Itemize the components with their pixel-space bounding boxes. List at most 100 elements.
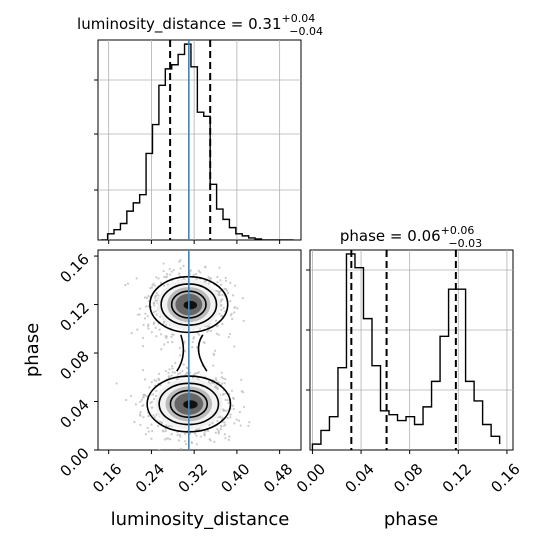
- scatter-point: [141, 368, 145, 372]
- scatter-point: [158, 420, 162, 423]
- scatter-point: [142, 404, 145, 407]
- panel-c-quantile-lines: [350, 250, 457, 450]
- scatter-point: [228, 435, 231, 438]
- joint-scatter-panel: 0.16 0.24 0.32 0.40 0.480.000.040.080.120.16…: [22, 249, 302, 530]
- scatter-point: [223, 421, 226, 424]
- scatter-point: [176, 434, 179, 437]
- scatter-point: [223, 433, 227, 436]
- scatter-point: [126, 282, 130, 285]
- panel-c-title-minus: −0.03: [448, 237, 482, 250]
- scatter-point: [150, 423, 153, 426]
- scatter-point: [158, 449, 161, 450]
- scatter-point: [182, 363, 185, 366]
- scatter-point: [190, 440, 193, 444]
- scatter-point: [189, 269, 193, 272]
- scatter-point: [193, 432, 197, 435]
- scatter-point: [143, 317, 147, 320]
- panel-b-xtick-label: 0.32: [175, 460, 211, 496]
- scatter-point: [165, 272, 169, 276]
- scatter-point: [220, 371, 223, 374]
- scatter-point: [216, 281, 219, 284]
- scatter-point: [242, 391, 245, 394]
- panel-c-frame: [309, 249, 514, 451]
- panel-c-histogram-step: [311, 253, 501, 450]
- scatter-point: [214, 431, 217, 434]
- scatter-point: [219, 300, 222, 303]
- scatter-point: [219, 279, 222, 282]
- scatter-point: [141, 336, 145, 340]
- scatter-point: [184, 432, 187, 435]
- scatter-point: [170, 335, 173, 338]
- scatter-point: [218, 312, 221, 316]
- scatter-point: [224, 423, 227, 426]
- scatter-point: [224, 288, 227, 291]
- scatter-point: [163, 438, 166, 441]
- scatter-point: [215, 332, 218, 335]
- scatter-point: [171, 364, 174, 368]
- scatter-point: [138, 313, 141, 316]
- scatter-point: [160, 348, 163, 351]
- scatter-point: [146, 325, 150, 328]
- scatter-point: [215, 379, 218, 382]
- panel-b-ytick-label: 0.16: [56, 250, 92, 286]
- scatter-point: [191, 376, 194, 379]
- scatter-point: [172, 333, 175, 336]
- scatter-point: [198, 333, 201, 336]
- y-axis-label-phase: phase: [22, 323, 43, 377]
- scatter-point: [233, 306, 236, 309]
- scatter-point: [214, 377, 217, 380]
- scatter-point: [178, 354, 182, 357]
- scatter-point: [168, 368, 171, 371]
- scatter-point: [221, 314, 224, 318]
- scatter-point: [194, 272, 198, 276]
- scatter-point: [240, 378, 243, 381]
- scatter-point: [233, 345, 236, 348]
- scatter-point: [221, 293, 224, 297]
- scatter-point: [171, 367, 174, 370]
- scatter-point: [170, 374, 173, 377]
- scatter-point: [155, 291, 158, 295]
- scatter-point: [163, 343, 166, 346]
- panel-b-xtick-label: 0.16: [89, 460, 125, 496]
- scatter-point: [153, 415, 156, 419]
- x-axis-label-luminosity-distance: luminosity_distance: [111, 509, 290, 530]
- scatter-point: [203, 341, 206, 345]
- scatter-point: [207, 276, 210, 279]
- scatter-point: [247, 424, 250, 427]
- scatter-point: [149, 401, 152, 405]
- scatter-point: [197, 269, 200, 272]
- scatter-point: [179, 435, 182, 438]
- scatter-point: [154, 310, 157, 313]
- scatter-point: [241, 297, 244, 300]
- panel-a-frame: [97, 39, 302, 241]
- scatter-point: [195, 428, 198, 432]
- scatter-point: [219, 283, 222, 286]
- scatter-point: [194, 372, 197, 375]
- scatter-point: [221, 322, 224, 326]
- scatter-point: [157, 378, 160, 381]
- scatter-point: [199, 271, 202, 274]
- scatter-point: [151, 393, 155, 396]
- scatter-point: [239, 424, 242, 427]
- scatter-point: [145, 296, 149, 300]
- scatter-point: [152, 301, 156, 305]
- scatter-point: [150, 406, 153, 409]
- scatter-point: [153, 284, 156, 287]
- scatter-point: [164, 335, 167, 338]
- scatter-point: [171, 371, 174, 374]
- scatter-point: [165, 323, 168, 326]
- x-axis-label-phase: phase: [384, 509, 438, 530]
- scatter-point: [203, 434, 206, 437]
- scatter-point: [179, 267, 182, 270]
- panel-c-xtick-label: 0.12: [439, 460, 475, 496]
- scatter-point: [182, 264, 185, 267]
- scatter-point: [211, 422, 214, 425]
- scatter-point: [168, 273, 172, 276]
- scatter-point: [195, 346, 198, 349]
- scatter-point: [144, 312, 147, 315]
- scatter-point: [129, 394, 133, 398]
- scatter-point: [227, 401, 230, 405]
- panel-a-histogram: [101, 43, 294, 240]
- scatter-point: [217, 429, 220, 432]
- scatter-point: [139, 423, 142, 427]
